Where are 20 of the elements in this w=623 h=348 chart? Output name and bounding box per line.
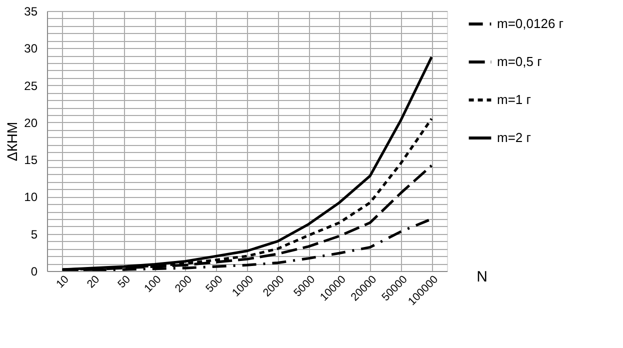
y-tick-label: 20 (24, 116, 38, 130)
y-tick-label: 35 (24, 4, 38, 18)
x-tick-label: 20 (84, 274, 102, 291)
y-axis-title: ΔКНМ (4, 122, 20, 162)
x-axis-title: N (476, 268, 488, 286)
x-tick-label: 50 (116, 274, 133, 291)
x-tick-label: 100 (142, 274, 164, 295)
legend-label: m=0,0126 г (497, 16, 564, 31)
y-tick-label: 15 (24, 153, 38, 168)
y-tick-label: 0 (30, 264, 38, 278)
x-tick-label: 200 (172, 274, 194, 295)
y-tick-label: 10 (24, 190, 38, 204)
legend-label: m=1 г (497, 92, 532, 107)
y-tick-label: 5 (30, 227, 38, 242)
legend-label: m=2 г (497, 130, 532, 145)
y-tick-label: 30 (24, 42, 38, 56)
legend-label: m=0,5 г (497, 54, 542, 69)
y-tick-label: 25 (24, 78, 38, 93)
x-tick-label: 500 (204, 274, 226, 295)
x-tick-label: 10 (54, 274, 72, 291)
